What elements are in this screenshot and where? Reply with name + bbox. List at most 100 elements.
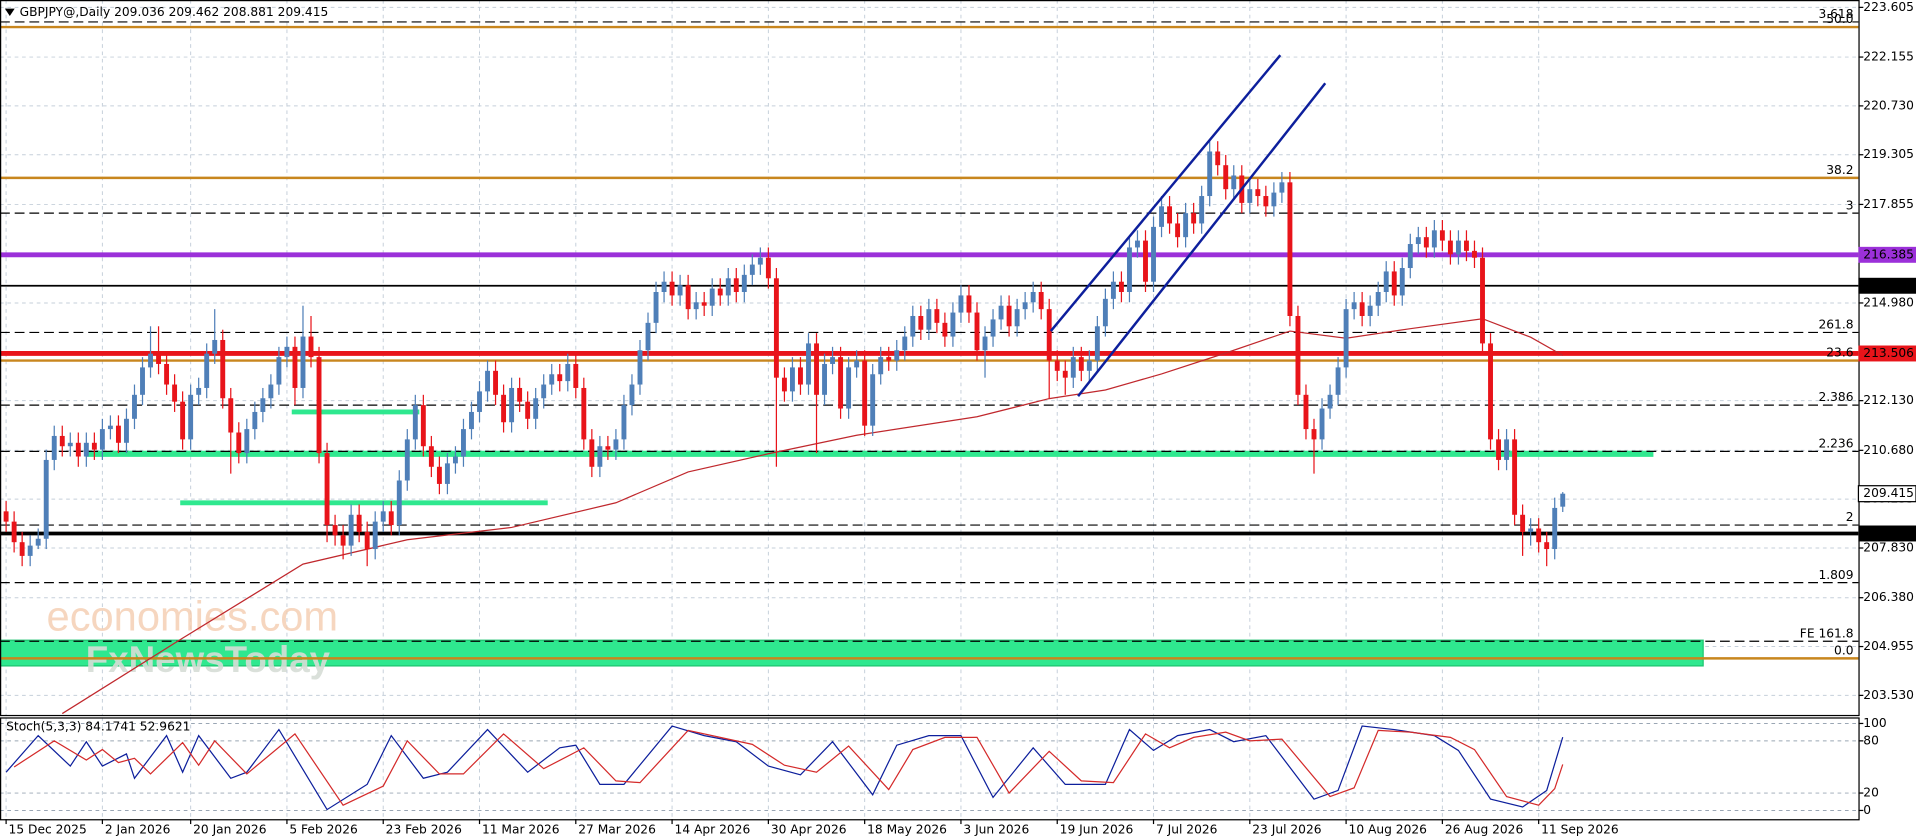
level-label: FE 161.8 (1800, 626, 1854, 640)
candle-body (124, 418, 129, 443)
candle-body (998, 305, 1004, 320)
candle-body (822, 363, 827, 395)
support-band (0, 639, 1704, 667)
candle-body (1520, 514, 1526, 532)
candle-body (701, 302, 707, 306)
candle-body (244, 429, 250, 454)
price-box-label: 208.254 (1863, 526, 1914, 540)
candle-body (1399, 268, 1405, 296)
candle-body (1046, 309, 1052, 361)
level-label: 38.2 (1826, 163, 1853, 177)
candle-body (509, 387, 515, 423)
y-tick-label: 210.680 (1863, 443, 1914, 457)
candle-body (1118, 281, 1124, 292)
candle-body (757, 257, 763, 265)
y-tick-label: 0 (1863, 803, 1871, 817)
candle-body (1552, 507, 1558, 550)
stoch-frame (0, 717, 1860, 821)
candle-body (1311, 429, 1317, 440)
x-tick-label: 23 Feb 2026 (386, 823, 462, 837)
candle-body (1006, 305, 1012, 327)
candle-body (436, 466, 442, 484)
x-tick-label: 10 Aug 2026 (1349, 823, 1428, 837)
candle-body (428, 446, 434, 467)
candle-body (846, 367, 852, 409)
trendlines (1049, 54, 1327, 397)
candle-body (204, 353, 210, 388)
candle-body (1536, 528, 1542, 543)
y-tick-label: 222.155 (1863, 50, 1914, 64)
candle-body (541, 384, 547, 399)
candle-body (838, 357, 844, 409)
candle-body (148, 353, 153, 368)
candle-body (693, 302, 699, 310)
candle-body (621, 405, 627, 440)
candle-body (814, 343, 819, 395)
candle-body (372, 521, 378, 550)
candle-body (1488, 343, 1493, 440)
candle-body (485, 370, 490, 392)
candle-body (132, 394, 137, 419)
candle-body (1151, 226, 1156, 282)
candle-body (324, 453, 330, 526)
candle-body (1271, 192, 1277, 207)
candle-body (525, 401, 531, 419)
candle-body (348, 514, 354, 546)
candle-body (1407, 244, 1413, 269)
y-tick-label: 223.605 (1863, 0, 1914, 14)
candle-body (268, 384, 274, 399)
candle-body (35, 538, 41, 546)
candle-body (517, 387, 523, 402)
candle-body (1231, 175, 1237, 190)
candle-body (1439, 230, 1445, 241)
candle-body (982, 336, 988, 351)
candle-body (974, 312, 980, 351)
candle-body (966, 295, 972, 313)
candle-body (773, 278, 779, 378)
level-label: 3.618 (1818, 7, 1853, 21)
x-tick-label: 30 Apr 2026 (771, 823, 847, 837)
candle-body (1512, 439, 1518, 515)
candle-body (549, 374, 555, 385)
candle-body (1351, 302, 1357, 310)
candle-body (733, 278, 739, 292)
candle-body (1455, 240, 1461, 255)
candle-body (1303, 394, 1309, 430)
candle-body (637, 350, 643, 385)
candle-body (1014, 309, 1020, 327)
candle-body (581, 387, 587, 440)
level-label: 261.8 (1818, 318, 1853, 332)
candle-body (605, 446, 611, 450)
candle-body (444, 463, 450, 484)
candle-body (653, 291, 659, 323)
candle-body (1062, 370, 1068, 378)
candle-body (926, 309, 932, 330)
menu-arrow[interactable] (4, 8, 15, 16)
candle-body (51, 435, 57, 460)
candle-body (156, 353, 162, 364)
candle-body (364, 531, 370, 550)
candle-body (1343, 309, 1349, 368)
watermark: economies.com (47, 592, 339, 639)
candle-body (252, 411, 258, 430)
candle-body (1030, 291, 1036, 303)
candle-body (854, 360, 860, 368)
candle-body (1335, 367, 1341, 395)
candle-body (613, 439, 619, 450)
candle-body (212, 339, 218, 354)
candle-body (1464, 240, 1469, 251)
y-tick-label: 203.530 (1863, 688, 1914, 702)
candle-body (934, 309, 940, 323)
candle-body (1159, 206, 1164, 227)
trendline (1077, 82, 1327, 397)
x-tick-label: 20 Jan 2026 (193, 823, 267, 837)
candle-body (1319, 408, 1325, 440)
candle-body (1287, 182, 1293, 316)
candle-body (477, 391, 482, 412)
candle-body (332, 525, 338, 536)
candle-body (902, 336, 908, 351)
candle-body (1143, 240, 1148, 282)
level-label: 2.386 (1818, 390, 1853, 404)
candle-body (1327, 394, 1333, 409)
y-tick-label: 204.955 (1863, 639, 1914, 653)
